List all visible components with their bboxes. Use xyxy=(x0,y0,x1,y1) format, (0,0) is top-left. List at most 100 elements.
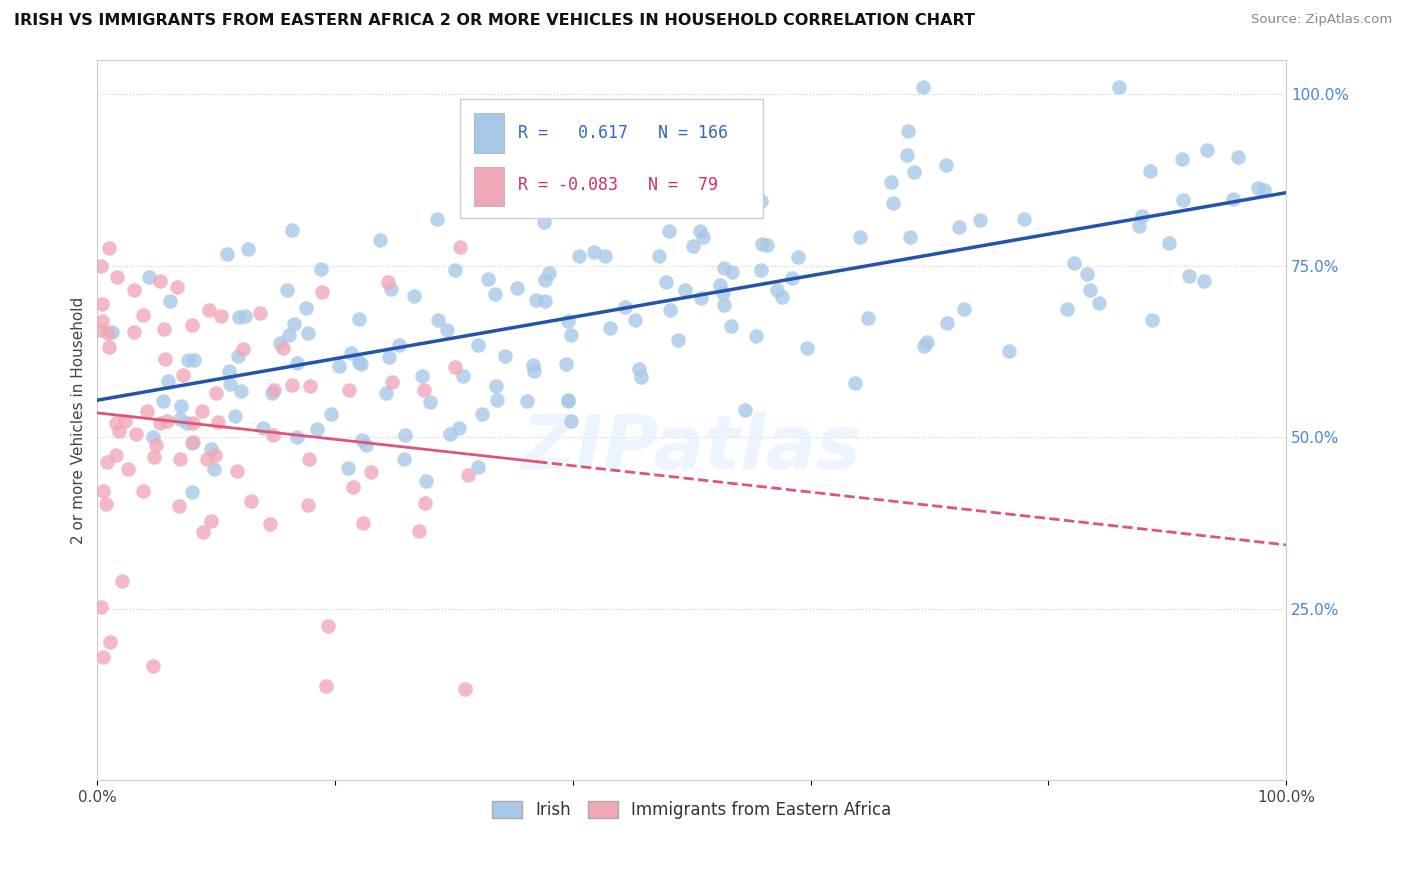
Point xyxy=(628,362,651,376)
Point xyxy=(1157,235,1180,250)
Point xyxy=(180,436,202,450)
Point xyxy=(953,302,976,317)
Point xyxy=(269,335,291,350)
Point xyxy=(533,215,555,229)
Point xyxy=(380,282,402,296)
Point xyxy=(172,368,194,382)
Point xyxy=(648,249,671,263)
Point xyxy=(122,284,145,298)
Point xyxy=(454,681,477,696)
Point xyxy=(176,416,198,430)
Text: Source: ZipAtlas.com: Source: ZipAtlas.com xyxy=(1251,13,1392,27)
Point xyxy=(848,230,870,244)
Point xyxy=(337,461,360,475)
Point xyxy=(471,407,494,421)
Point xyxy=(132,308,155,322)
Point xyxy=(347,355,370,369)
Point xyxy=(285,356,308,370)
Point xyxy=(166,279,188,293)
Point xyxy=(692,229,714,244)
Point xyxy=(152,393,174,408)
Point xyxy=(1171,193,1194,207)
Point xyxy=(111,574,134,588)
Point xyxy=(104,448,127,462)
Point xyxy=(342,479,364,493)
Point xyxy=(444,360,467,375)
Point xyxy=(262,386,284,401)
Point xyxy=(91,650,114,665)
Point xyxy=(734,402,756,417)
Point xyxy=(204,448,226,462)
Point xyxy=(523,364,546,378)
Point xyxy=(668,334,690,348)
Point xyxy=(1076,267,1098,281)
Point xyxy=(218,364,240,378)
Point xyxy=(252,420,274,434)
Text: IRISH VS IMMIGRANTS FROM EASTERN AFRICA 2 OR MORE VEHICLES IN HOUSEHOLD CORRELAT: IRISH VS IMMIGRANTS FROM EASTERN AFRICA … xyxy=(14,13,974,29)
Point xyxy=(375,385,398,400)
Point xyxy=(142,430,165,444)
Point xyxy=(394,428,416,442)
Point xyxy=(273,341,295,355)
Point xyxy=(720,265,742,279)
Point xyxy=(117,461,139,475)
Point xyxy=(263,383,285,397)
Point xyxy=(328,359,350,373)
Point xyxy=(449,240,471,254)
Point xyxy=(377,351,399,365)
Text: R = -0.083   N =  79: R = -0.083 N = 79 xyxy=(519,176,718,194)
Point xyxy=(347,311,370,326)
Point xyxy=(741,186,763,200)
Point xyxy=(770,290,793,304)
Point xyxy=(408,524,430,539)
Point xyxy=(673,283,696,297)
Point xyxy=(207,415,229,429)
Point xyxy=(427,313,450,327)
Point xyxy=(350,433,373,447)
Point xyxy=(143,450,166,464)
Point xyxy=(765,283,787,297)
Point xyxy=(844,376,866,390)
Point xyxy=(915,335,938,350)
Point xyxy=(200,515,222,529)
Point xyxy=(283,318,305,332)
Point xyxy=(297,326,319,340)
Point xyxy=(340,345,363,359)
Point xyxy=(419,395,441,409)
Point xyxy=(392,451,415,466)
Point xyxy=(337,384,360,398)
Point xyxy=(97,340,120,354)
Point xyxy=(204,385,226,400)
Point xyxy=(413,496,436,510)
Point xyxy=(170,399,193,413)
Point xyxy=(157,374,180,388)
Point xyxy=(91,314,114,328)
Point xyxy=(233,309,256,323)
Point xyxy=(183,352,205,367)
Point xyxy=(534,294,557,309)
Point xyxy=(91,297,114,311)
Point xyxy=(100,326,122,340)
Point xyxy=(568,249,591,263)
Point xyxy=(713,286,735,301)
Point xyxy=(89,323,111,337)
Point xyxy=(413,383,436,397)
Point xyxy=(494,349,516,363)
Point xyxy=(531,192,554,206)
Point xyxy=(169,452,191,467)
Point xyxy=(108,424,131,438)
Point xyxy=(526,293,548,307)
Point xyxy=(167,499,190,513)
Point xyxy=(316,619,339,633)
Point xyxy=(880,175,903,189)
Point xyxy=(516,393,538,408)
Point xyxy=(360,465,382,479)
Point xyxy=(311,285,333,300)
Point xyxy=(209,309,232,323)
Point xyxy=(1078,283,1101,297)
Point xyxy=(105,416,128,430)
Point xyxy=(90,600,112,615)
Point xyxy=(240,494,263,508)
Point xyxy=(295,301,318,316)
Point xyxy=(709,278,731,293)
